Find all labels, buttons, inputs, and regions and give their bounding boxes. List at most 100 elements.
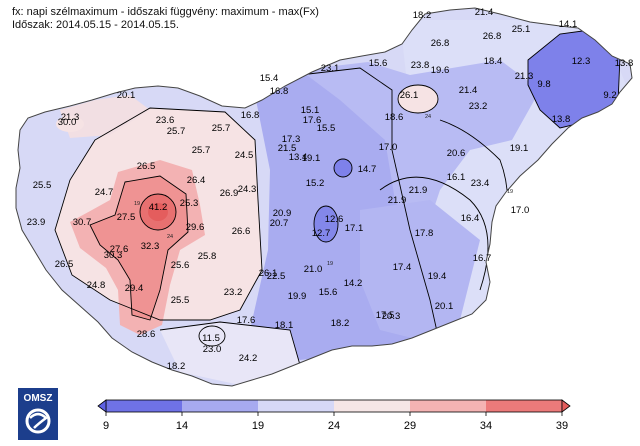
station-value: 25.8 xyxy=(198,251,217,262)
omsz-logo-icon: OMSZ xyxy=(18,388,58,440)
color-scale-segment xyxy=(334,400,410,412)
station-value: 15.5 xyxy=(317,123,336,134)
station-value: 17.6 xyxy=(303,115,322,126)
station-value: 13.4 xyxy=(289,152,308,163)
station-value: 21.9 xyxy=(409,185,428,196)
station-value: 14.7 xyxy=(358,164,377,175)
station-value: 26.8 xyxy=(431,38,450,49)
color-scale-segments xyxy=(97,399,571,413)
station-value: 25.7 xyxy=(192,145,211,156)
station-value: 15.4 xyxy=(260,73,279,84)
station-value: 21.4 xyxy=(475,7,494,18)
map-title: fx: napi szélmaximum - időszaki függvény… xyxy=(12,6,319,18)
station-value: 25.3 xyxy=(180,198,199,209)
station-value: 9.8 xyxy=(537,79,550,90)
station-value: 26.5 xyxy=(137,161,156,172)
station-value: 18.6 xyxy=(385,112,404,123)
station-value: 25.5 xyxy=(171,295,190,306)
station-value: 16.8 xyxy=(241,110,260,121)
contour-label-layer: 19 24 19 24 19 xyxy=(134,114,513,267)
station-value: 24.2 xyxy=(239,353,258,364)
station-value: 23.2 xyxy=(469,101,488,112)
station-value: 13.8 xyxy=(552,114,571,125)
station-value: 21.9 xyxy=(388,195,407,206)
color-scale-tick-label: 34 xyxy=(480,420,492,432)
station-value: 29.4 xyxy=(125,283,144,294)
station-value: 17.6 xyxy=(237,315,256,326)
station-value: 18.4 xyxy=(484,56,503,67)
station-value: 28.6 xyxy=(137,329,156,340)
station-value: 41.2 xyxy=(149,202,168,213)
color-scale-segment xyxy=(486,400,562,412)
station-value: 30.0 xyxy=(58,117,77,128)
station-value: 15.1 xyxy=(301,105,320,116)
station-value: 16.8 xyxy=(270,86,289,97)
station-value: 26.8 xyxy=(483,31,502,42)
station-value: 20.1 xyxy=(117,90,136,101)
logo-text: OMSZ xyxy=(24,393,53,404)
station-value: 15.6 xyxy=(319,287,338,298)
station-value: 21.4 xyxy=(459,85,478,96)
station-value: 18.2 xyxy=(413,10,432,21)
station-value: 32.3 xyxy=(141,241,160,252)
station-value: 26.9 xyxy=(220,188,239,199)
station-value-layer: 18.2 21.4 14.1 25.1 26.8 26.8 15.6 23.1 23.8 19.6… xyxy=(27,7,634,372)
station-value: 18.1 xyxy=(275,320,294,331)
color-scale-segment xyxy=(258,400,334,412)
station-value: 25.1 xyxy=(512,24,531,35)
contour-label: 19 xyxy=(507,189,513,195)
station-value: 19.1 xyxy=(302,153,321,164)
color-scale-tick-label: 19 xyxy=(252,420,264,432)
station-value: 26.5 xyxy=(55,259,74,270)
station-value: 21.5 xyxy=(278,143,297,154)
station-value: 26.1 xyxy=(400,90,419,101)
station-value: 22.5 xyxy=(267,271,286,282)
color-scale-tick-label: 24 xyxy=(328,420,340,432)
station-value: 25.7 xyxy=(167,126,186,137)
station-value: 26.6 xyxy=(232,226,251,237)
station-value: 20.9 xyxy=(273,208,292,219)
map-header: fx: napi szélmaximum - időszaki függvény… xyxy=(12,6,319,32)
station-value: 18.2 xyxy=(331,318,350,329)
station-value: 20.3 xyxy=(382,311,401,322)
station-value: 30.7 xyxy=(73,217,92,228)
station-value: 23.2 xyxy=(224,287,243,298)
station-value: 21.0 xyxy=(304,264,323,275)
color-scale-tick-label: 9 xyxy=(103,420,109,432)
station-value: 16.7 xyxy=(473,253,492,264)
station-value: 19.1 xyxy=(510,143,529,154)
station-value: 17.4 xyxy=(393,262,412,273)
station-value: 25.7 xyxy=(212,123,231,134)
station-value: 19.9 xyxy=(288,291,307,302)
station-value: 16.1 xyxy=(447,172,466,183)
color-scale-tick-label: 39 xyxy=(556,420,568,432)
station-value: 25.5 xyxy=(33,180,52,191)
station-value: 17.3 xyxy=(282,134,301,145)
station-value: 18.2 xyxy=(167,361,186,372)
station-value: 23.4 xyxy=(471,178,490,189)
station-value: 9.2 xyxy=(603,90,616,101)
station-value: 11.5 xyxy=(202,333,220,344)
station-value: 16.4 xyxy=(461,213,480,224)
station-value: 15.2 xyxy=(306,178,325,189)
station-value: 14.2 xyxy=(344,278,363,289)
color-scale-tick-label: 29 xyxy=(404,420,416,432)
station-value: 23.8 xyxy=(411,60,430,71)
station-value: 24.3 xyxy=(238,184,257,195)
station-value: 17.1 xyxy=(345,223,364,234)
station-value: 23.0 xyxy=(203,344,222,355)
map-period: Időszak: 2014.05.15 - 2014.05.15. xyxy=(12,19,179,31)
color-scale-segment xyxy=(410,400,486,412)
station-value: 21.3 xyxy=(61,112,80,123)
color-scale-ticks: 9 14 19 24 29 34 39 xyxy=(103,412,568,432)
contour-label: 24 xyxy=(167,234,173,240)
color-scale-min-arrow xyxy=(97,399,107,413)
color-scale-segment xyxy=(106,400,182,412)
station-value: 12.3 xyxy=(572,56,591,67)
station-value: 13.8 xyxy=(615,58,634,69)
station-value: 21.3 xyxy=(515,71,534,82)
station-value: 17.8 xyxy=(415,228,434,239)
station-value: 17.0 xyxy=(379,142,398,153)
station-value: 26.1 xyxy=(259,268,278,279)
